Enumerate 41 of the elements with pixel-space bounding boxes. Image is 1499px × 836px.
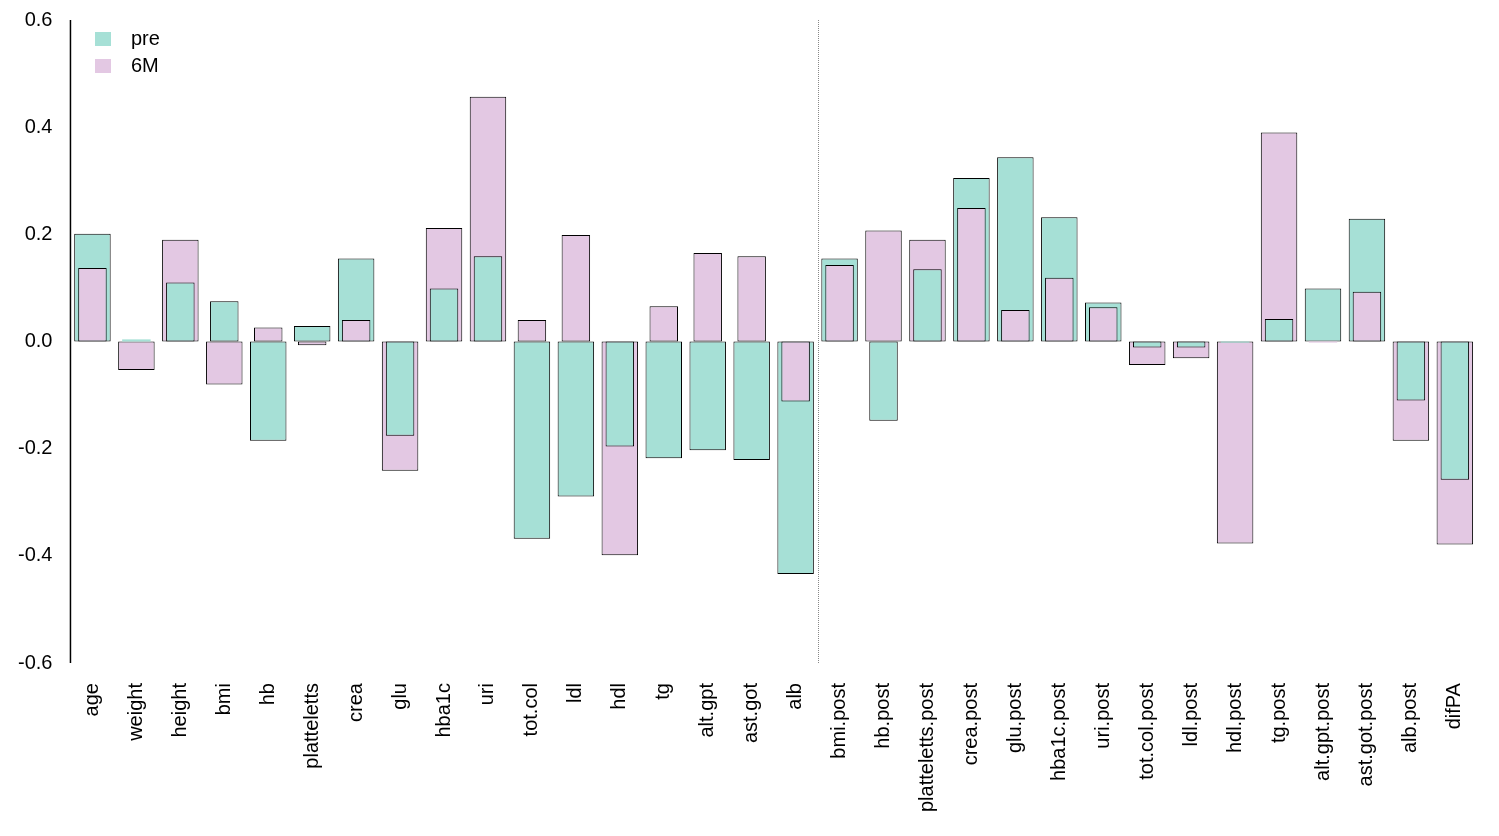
x-tick-label: hdl [607, 683, 630, 710]
x-tick-label: glu [387, 683, 410, 710]
x-tick-label: glu.post [1002, 682, 1025, 754]
x-tick-label: hdl.post [1222, 682, 1245, 754]
x-tick-label: crea.post [958, 682, 981, 766]
x-tick-label: ast.got [739, 682, 762, 744]
y-tick-label: 0.4 [24, 114, 53, 137]
y-tick-label: -0.6 [17, 650, 53, 673]
x-tick-label: alb [783, 683, 806, 710]
x-tick-label: alt.gpt [695, 682, 718, 738]
x-tick-label: ldl.post [1178, 682, 1201, 747]
x-tick-label: bmi.post [827, 682, 850, 759]
x-tick-label: hb.post [871, 682, 894, 749]
x-tick-label: alt.gpt.post [1310, 682, 1333, 781]
legend-label: 6M [131, 53, 159, 78]
y-tick-label: 0.0 [24, 329, 53, 352]
x-tick-label: ast.got.post [1354, 682, 1377, 787]
y-tick-label: -0.4 [17, 543, 53, 566]
x-tick-label: height [167, 682, 190, 738]
x-tick-label: difPA [1442, 682, 1465, 730]
x-tick-label: crea [343, 682, 366, 722]
x-tick-label: ldl [563, 683, 586, 704]
legend-label: pre [131, 26, 160, 51]
x-tick-label: hba1c.post [1046, 682, 1069, 781]
x-tick-label: tg.post [1266, 682, 1289, 744]
x-tick-label: tot.col [519, 683, 542, 737]
x-tick-label: hb [255, 683, 278, 706]
y-tick-label: 0.2 [24, 221, 53, 244]
y-tick-label: -0.2 [17, 436, 53, 459]
x-tick-label: hba1c [431, 683, 454, 738]
x-tick-label: platteletts.post [914, 682, 937, 812]
x-tick-label: bmi [211, 683, 234, 716]
x-tick-label: age [79, 683, 102, 717]
x-tick-label: platteletts [299, 683, 322, 769]
x-tick-label: uri [475, 683, 498, 706]
x-tick-label: weight [123, 682, 146, 742]
x-tick-label: uri.post [1090, 682, 1113, 749]
x-tick-label: tot.col.post [1134, 682, 1157, 780]
x-tick-label: tg [651, 683, 674, 700]
x-tick-label: alb.post [1398, 682, 1421, 754]
y-tick-label: 0.6 [24, 7, 53, 30]
